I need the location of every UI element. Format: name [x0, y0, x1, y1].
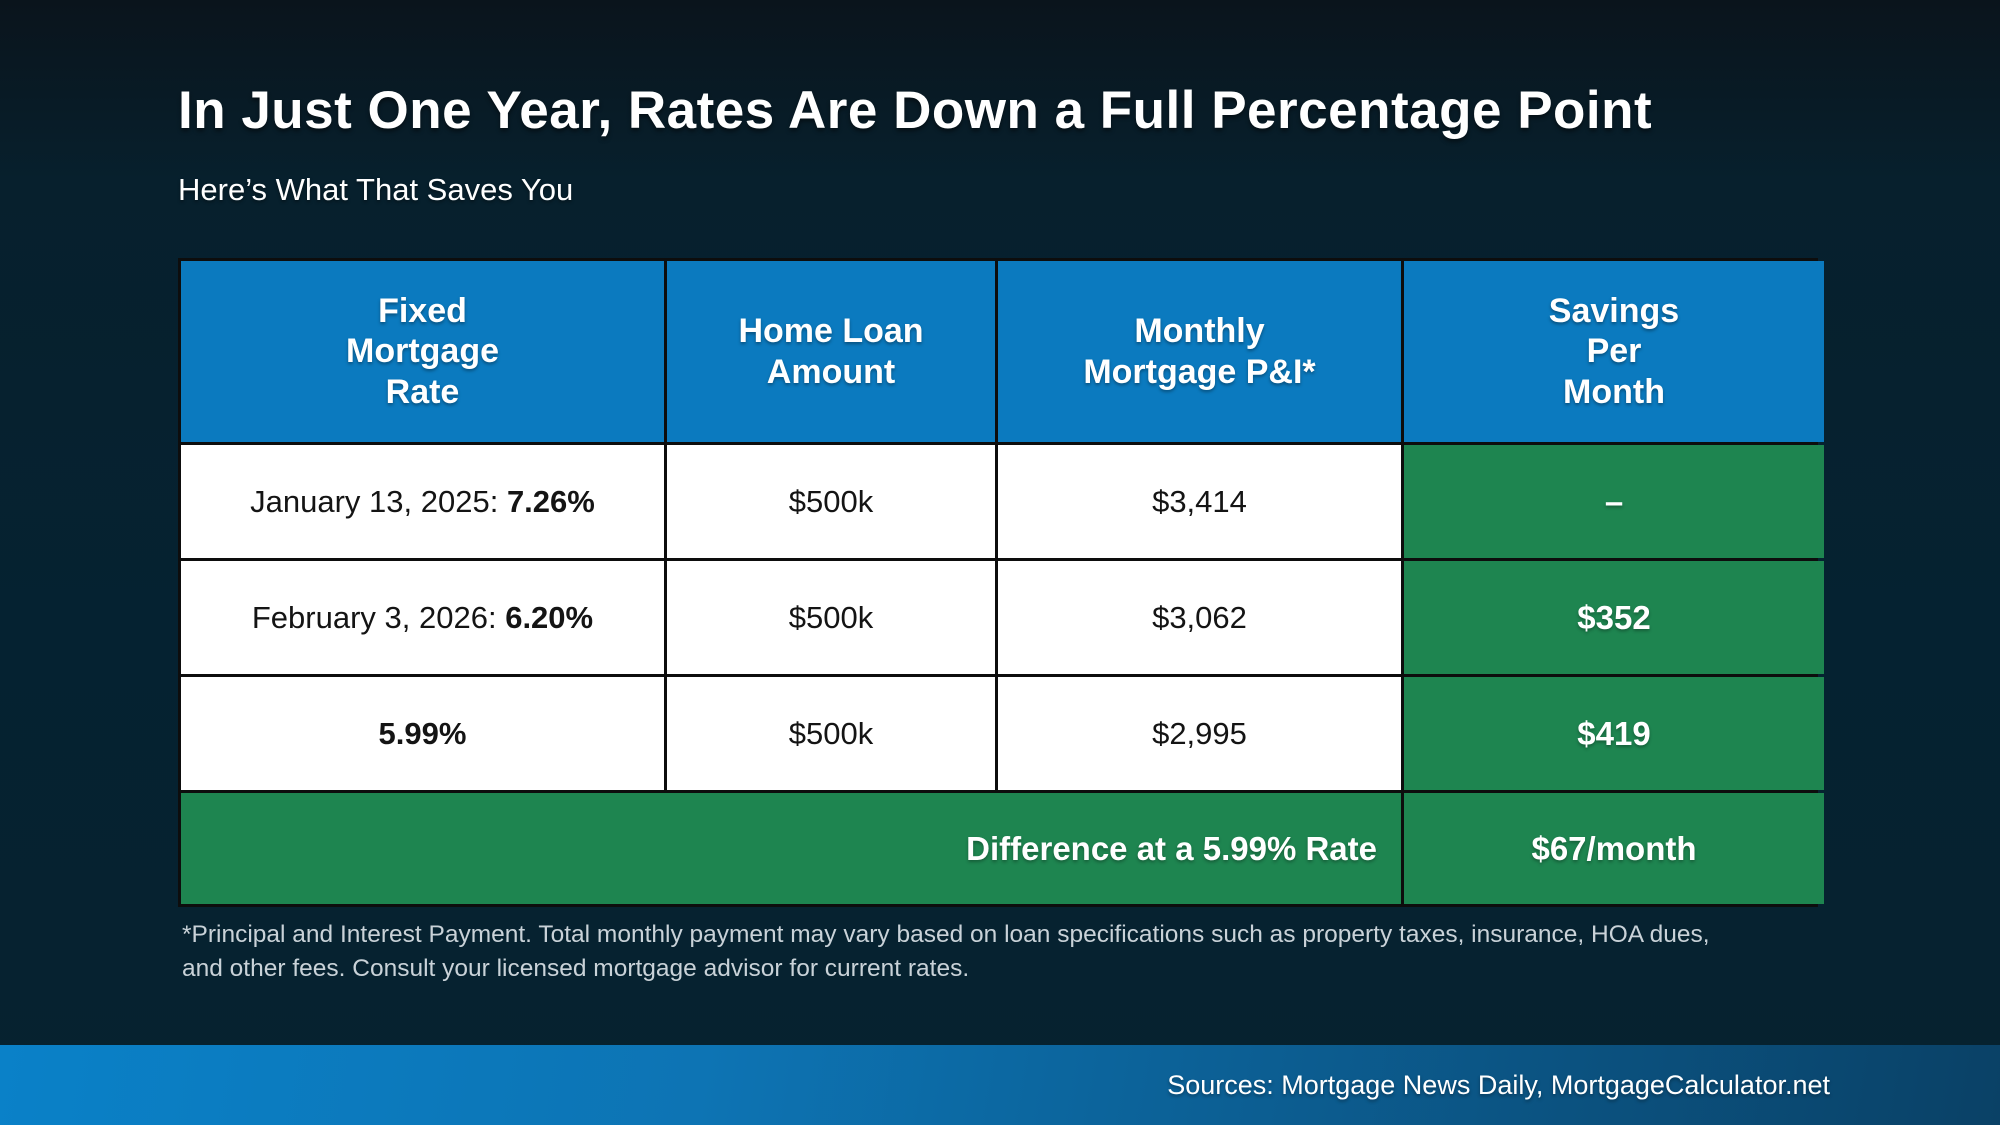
monthly-pi-cell-row2: $3,062: [998, 561, 1401, 674]
loan-amount-cell-row3: $500k: [667, 677, 995, 790]
rates-table: Fixed Mortgage Rate Home Loan Amount Mon…: [178, 258, 1824, 907]
loan-amount-cell-row1: $500k: [667, 445, 995, 558]
page-title: In Just One Year, Rates Are Down a Full …: [178, 81, 1653, 140]
rate-cell-row2: February 3, 2026: 6.20%: [181, 561, 664, 674]
savings-cell-row2: $352: [1404, 561, 1824, 674]
savings-cell-row3: $419: [1404, 677, 1824, 790]
monthly-pi-cell-row3: $2,995: [998, 677, 1401, 790]
summary-difference-value: $67/month: [1404, 793, 1824, 904]
summary-difference-label: Difference at a 5.99% Rate: [181, 793, 1401, 904]
rate-cell-row1: January 13, 2025: 7.26%: [181, 445, 664, 558]
footer-bar: Sources: Mortgage News Daily, MortgageCa…: [0, 1045, 2000, 1125]
rate-value-row3: 5.99%: [378, 715, 467, 751]
rate-date-row1: January 13, 2025:: [250, 483, 507, 519]
header-monthly-mortgage-pi: Monthly Mortgage P&I*: [998, 261, 1401, 442]
footnote-line-2: and other fees. Consult your licensed mo…: [182, 955, 970, 982]
footnote-line-1: *Principal and Interest Payment. Total m…: [182, 921, 1710, 948]
rate-cell-row3: 5.99%: [181, 677, 664, 790]
header-savings-per-month: Savings Per Month: [1404, 261, 1824, 442]
header-home-loan-amount: Home Loan Amount: [667, 261, 995, 442]
loan-amount-cell-row2: $500k: [667, 561, 995, 674]
savings-cell-row1: –: [1404, 445, 1824, 558]
sources-text: Sources: Mortgage News Daily, MortgageCa…: [1167, 1070, 1830, 1100]
header-fixed-mortgage-rate: Fixed Mortgage Rate: [181, 261, 664, 442]
rate-value-row2: 6.20%: [505, 599, 594, 635]
page-subtitle: Here’s What That Saves You: [178, 172, 574, 207]
rate-date-row2: February 3, 2026:: [251, 599, 506, 635]
footnote: *Principal and Interest Payment. Total m…: [182, 918, 1842, 986]
monthly-pi-cell-row1: $3,414: [998, 445, 1401, 558]
rate-value-row1: 7.26%: [506, 483, 595, 519]
